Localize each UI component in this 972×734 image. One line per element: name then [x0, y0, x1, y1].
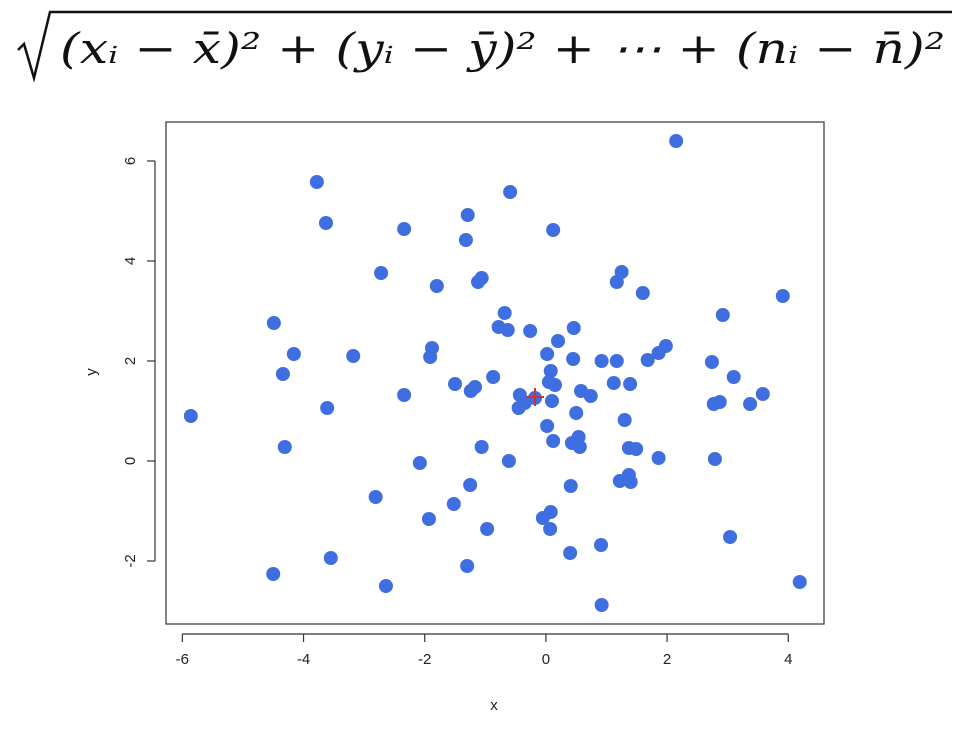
point [723, 530, 738, 544]
point [368, 490, 383, 504]
point [623, 475, 638, 489]
point [606, 376, 621, 390]
x-tick-label: -4 [297, 651, 310, 668]
point [566, 352, 581, 366]
point [497, 306, 512, 320]
point [775, 289, 790, 303]
point [266, 316, 281, 330]
point [501, 454, 516, 468]
point [594, 538, 609, 552]
point [486, 370, 501, 384]
x-tick-label: 2 [663, 651, 671, 668]
point [566, 321, 581, 335]
point [712, 395, 727, 409]
point [658, 339, 673, 353]
point [397, 222, 412, 236]
point [463, 478, 478, 492]
point [266, 567, 281, 581]
point [640, 353, 655, 367]
point [629, 442, 644, 456]
point [594, 354, 609, 368]
y-tick-label: 6 [122, 157, 139, 165]
point [446, 497, 461, 511]
point [429, 279, 444, 293]
point [540, 419, 555, 433]
point [421, 512, 436, 526]
point [546, 434, 561, 448]
point [374, 266, 389, 280]
point [543, 505, 558, 519]
point [563, 546, 578, 560]
point [397, 388, 412, 402]
point [346, 349, 361, 363]
mean-marker [525, 388, 544, 406]
formula: (xᵢ − x̄)² + (yᵢ − ȳ)² + ⋯ + (nᵢ − n̄)² [60, 24, 945, 73]
point [726, 370, 741, 384]
point [318, 216, 333, 230]
y-tick-label: -2 [122, 554, 139, 567]
point [523, 324, 538, 338]
point [609, 354, 624, 368]
plot-box [165, 121, 825, 625]
point [412, 456, 427, 470]
point [546, 223, 561, 237]
point [623, 377, 638, 391]
point [286, 347, 301, 361]
point [323, 551, 338, 565]
point [543, 364, 558, 378]
point [277, 440, 292, 454]
point [569, 406, 584, 420]
point [423, 350, 438, 364]
point [183, 409, 198, 423]
point [474, 440, 489, 454]
x-tick-label: 4 [784, 651, 792, 668]
point [458, 233, 473, 247]
point [707, 452, 722, 466]
x-tick-label: 0 [542, 651, 550, 668]
point [540, 347, 555, 361]
point [614, 265, 629, 279]
x-tick-label: -6 [176, 651, 189, 668]
point [755, 387, 770, 401]
point [320, 401, 335, 415]
point [715, 308, 730, 322]
point [583, 389, 598, 403]
point [503, 185, 518, 199]
point [743, 397, 758, 411]
point [551, 334, 566, 348]
point [572, 440, 587, 454]
point [460, 208, 475, 222]
point [500, 323, 515, 337]
x-tick-label: -2 [418, 651, 431, 668]
point [468, 380, 483, 394]
y-tick-label: 2 [122, 357, 139, 365]
point [547, 378, 562, 392]
point [448, 377, 463, 391]
y-tick-label: 0 [122, 457, 139, 465]
point [635, 286, 650, 300]
radical-sign [17, 10, 952, 83]
point [378, 579, 393, 593]
point [651, 451, 666, 465]
point [792, 575, 807, 589]
point [544, 394, 559, 408]
point [275, 367, 290, 381]
point [480, 522, 495, 536]
y-tick-label: 4 [122, 257, 139, 265]
point [669, 134, 684, 148]
point [617, 413, 632, 427]
point [563, 479, 578, 493]
point [460, 559, 475, 573]
point [309, 175, 324, 189]
point [543, 522, 558, 536]
point [594, 598, 609, 612]
y-axis-label: y [83, 368, 100, 376]
x-axis-label: x [490, 697, 498, 714]
point [704, 355, 719, 369]
point [474, 271, 489, 285]
